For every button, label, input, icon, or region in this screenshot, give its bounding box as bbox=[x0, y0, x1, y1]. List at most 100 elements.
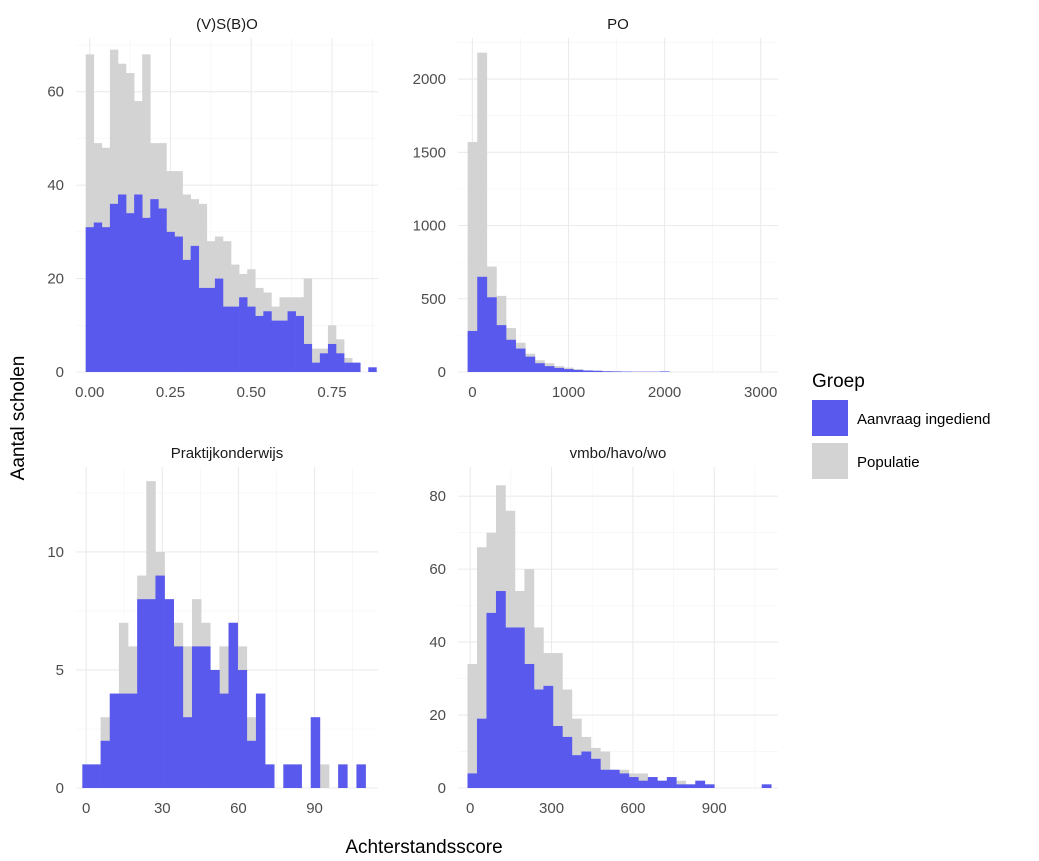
bar-aanvraag-ingediend bbox=[271, 321, 279, 372]
x-tick-label: 30 bbox=[154, 800, 171, 817]
bar-aanvraag-ingediend bbox=[564, 369, 574, 372]
x-tick-label: 0 bbox=[82, 800, 90, 817]
y-tick-label: 10 bbox=[47, 544, 64, 561]
bar-aanvraag-ingediend bbox=[304, 344, 312, 372]
bar-aanvraag-ingediend bbox=[648, 777, 658, 788]
y-tick-label: 5 bbox=[56, 662, 64, 679]
bar-aanvraag-ingediend bbox=[199, 288, 207, 372]
bar-aanvraag-ingediend bbox=[676, 784, 686, 788]
bar-aanvraag-ingediend bbox=[91, 764, 100, 788]
bar-aanvraag-ingediend bbox=[229, 623, 238, 788]
bar-aanvraag-ingediend bbox=[255, 316, 263, 372]
bar-aanvraag-ingediend bbox=[311, 717, 320, 788]
y-axis-title: Aantal scholen bbox=[8, 356, 29, 481]
bar-aanvraag-ingediend bbox=[368, 367, 376, 372]
bar-populatie bbox=[467, 664, 477, 788]
panel-title: vmbo/havo/wo bbox=[570, 445, 667, 462]
x-tick-label: 1000 bbox=[552, 384, 585, 401]
bar-aanvraag-ingediend bbox=[583, 371, 593, 372]
bar-aanvraag-ingediend bbox=[534, 690, 544, 788]
bar-aanvraag-ingediend bbox=[554, 368, 564, 372]
y-tick-label: 2000 bbox=[413, 71, 446, 88]
bar-aanvraag-ingediend bbox=[279, 321, 287, 372]
bar-aanvraag-ingediend bbox=[183, 260, 191, 372]
bar-aanvraag-ingediend bbox=[158, 209, 166, 372]
x-axis-title: Achterstandsscore bbox=[345, 837, 502, 856]
bar-aanvraag-ingediend bbox=[126, 213, 134, 372]
y-tick-label: 1000 bbox=[413, 218, 446, 235]
bar-aanvraag-ingediend bbox=[344, 363, 352, 372]
legend-swatch-populatie bbox=[812, 443, 848, 479]
legend-swatch-aanvraag-ingediend bbox=[812, 400, 848, 436]
bar-aanvraag-ingediend bbox=[201, 646, 210, 788]
bar-aanvraag-ingediend bbox=[762, 784, 772, 788]
bar-aanvraag-ingediend bbox=[283, 764, 292, 788]
bar-aanvraag-ingediend bbox=[573, 370, 583, 372]
bar-aanvraag-ingediend bbox=[296, 316, 304, 372]
bar-aanvraag-ingediend bbox=[695, 781, 705, 788]
legend-label-aanvraag-ingediend: Aanvraag ingediend bbox=[857, 411, 990, 428]
bar-aanvraag-ingediend bbox=[174, 646, 183, 788]
bar-aanvraag-ingediend bbox=[256, 694, 265, 788]
x-tick-label: 90 bbox=[306, 800, 323, 817]
bar-aanvraag-ingediend bbox=[544, 366, 554, 372]
bar-aanvraag-ingediend bbox=[496, 325, 506, 372]
bar-aanvraag-ingediend bbox=[581, 752, 591, 788]
bar-aanvraag-ingediend bbox=[629, 777, 639, 788]
y-tick-label: 0 bbox=[438, 780, 446, 797]
x-tick-label: 0.25 bbox=[156, 384, 185, 401]
bar-aanvraag-ingediend bbox=[610, 770, 620, 788]
bar-aanvraag-ingediend bbox=[686, 784, 696, 788]
bar-aanvraag-ingediend bbox=[288, 311, 296, 372]
y-tick-label: 20 bbox=[429, 707, 446, 724]
x-tick-label: 300 bbox=[539, 800, 564, 817]
y-tick-label: 20 bbox=[47, 271, 64, 288]
panel-title: Praktijkonderwijs bbox=[171, 445, 284, 462]
bar-aanvraag-ingediend bbox=[86, 227, 94, 372]
bar-aanvraag-ingediend bbox=[602, 371, 612, 372]
y-tick-label: 60 bbox=[47, 84, 64, 101]
y-tick-label: 0 bbox=[438, 364, 446, 381]
x-tick-label: 0 bbox=[468, 384, 476, 401]
bar-aanvraag-ingediend bbox=[553, 726, 563, 788]
x-tick-label: 3000 bbox=[744, 384, 777, 401]
bar-aanvraag-ingediend bbox=[110, 694, 119, 788]
bar-aanvraag-ingediend bbox=[543, 686, 553, 788]
bar-aanvraag-ingediend bbox=[496, 591, 506, 788]
bar-aanvraag-ingediend bbox=[247, 741, 256, 788]
bar-aanvraag-ingediend bbox=[292, 764, 301, 788]
y-tick-label: 60 bbox=[429, 561, 446, 578]
bar-aanvraag-ingediend bbox=[223, 307, 231, 372]
bar-aanvraag-ingediend bbox=[155, 576, 164, 788]
bar-aanvraag-ingediend bbox=[336, 353, 344, 372]
bar-aanvraag-ingediend bbox=[356, 764, 365, 788]
bar-aanvraag-ingediend bbox=[705, 784, 715, 788]
bar-aanvraag-ingediend bbox=[128, 694, 137, 788]
x-tick-label: 0.50 bbox=[237, 384, 266, 401]
bar-aanvraag-ingediend bbox=[192, 646, 201, 788]
bar-aanvraag-ingediend bbox=[487, 297, 497, 372]
legend-title: Groep bbox=[812, 371, 865, 392]
bar-aanvraag-ingediend bbox=[468, 331, 478, 372]
bar-aanvraag-ingediend bbox=[467, 773, 477, 788]
x-tick-label: 0 bbox=[466, 800, 474, 817]
bar-aanvraag-ingediend bbox=[516, 349, 526, 372]
bar-aanvraag-ingediend bbox=[82, 764, 91, 788]
bar-aanvraag-ingediend bbox=[506, 340, 516, 372]
y-tick-label: 1500 bbox=[413, 144, 446, 161]
x-tick-label: 600 bbox=[620, 800, 645, 817]
bar-aanvraag-ingediend bbox=[219, 694, 228, 788]
bar-aanvraag-ingediend bbox=[119, 694, 128, 788]
y-tick-label: 0 bbox=[56, 364, 64, 381]
bar-aanvraag-ingediend bbox=[183, 717, 192, 788]
bar-aanvraag-ingediend bbox=[94, 223, 102, 372]
bar-aanvraag-ingediend bbox=[619, 773, 629, 788]
bar-aanvraag-ingediend bbox=[535, 363, 545, 372]
bar-aanvraag-ingediend bbox=[524, 664, 534, 788]
